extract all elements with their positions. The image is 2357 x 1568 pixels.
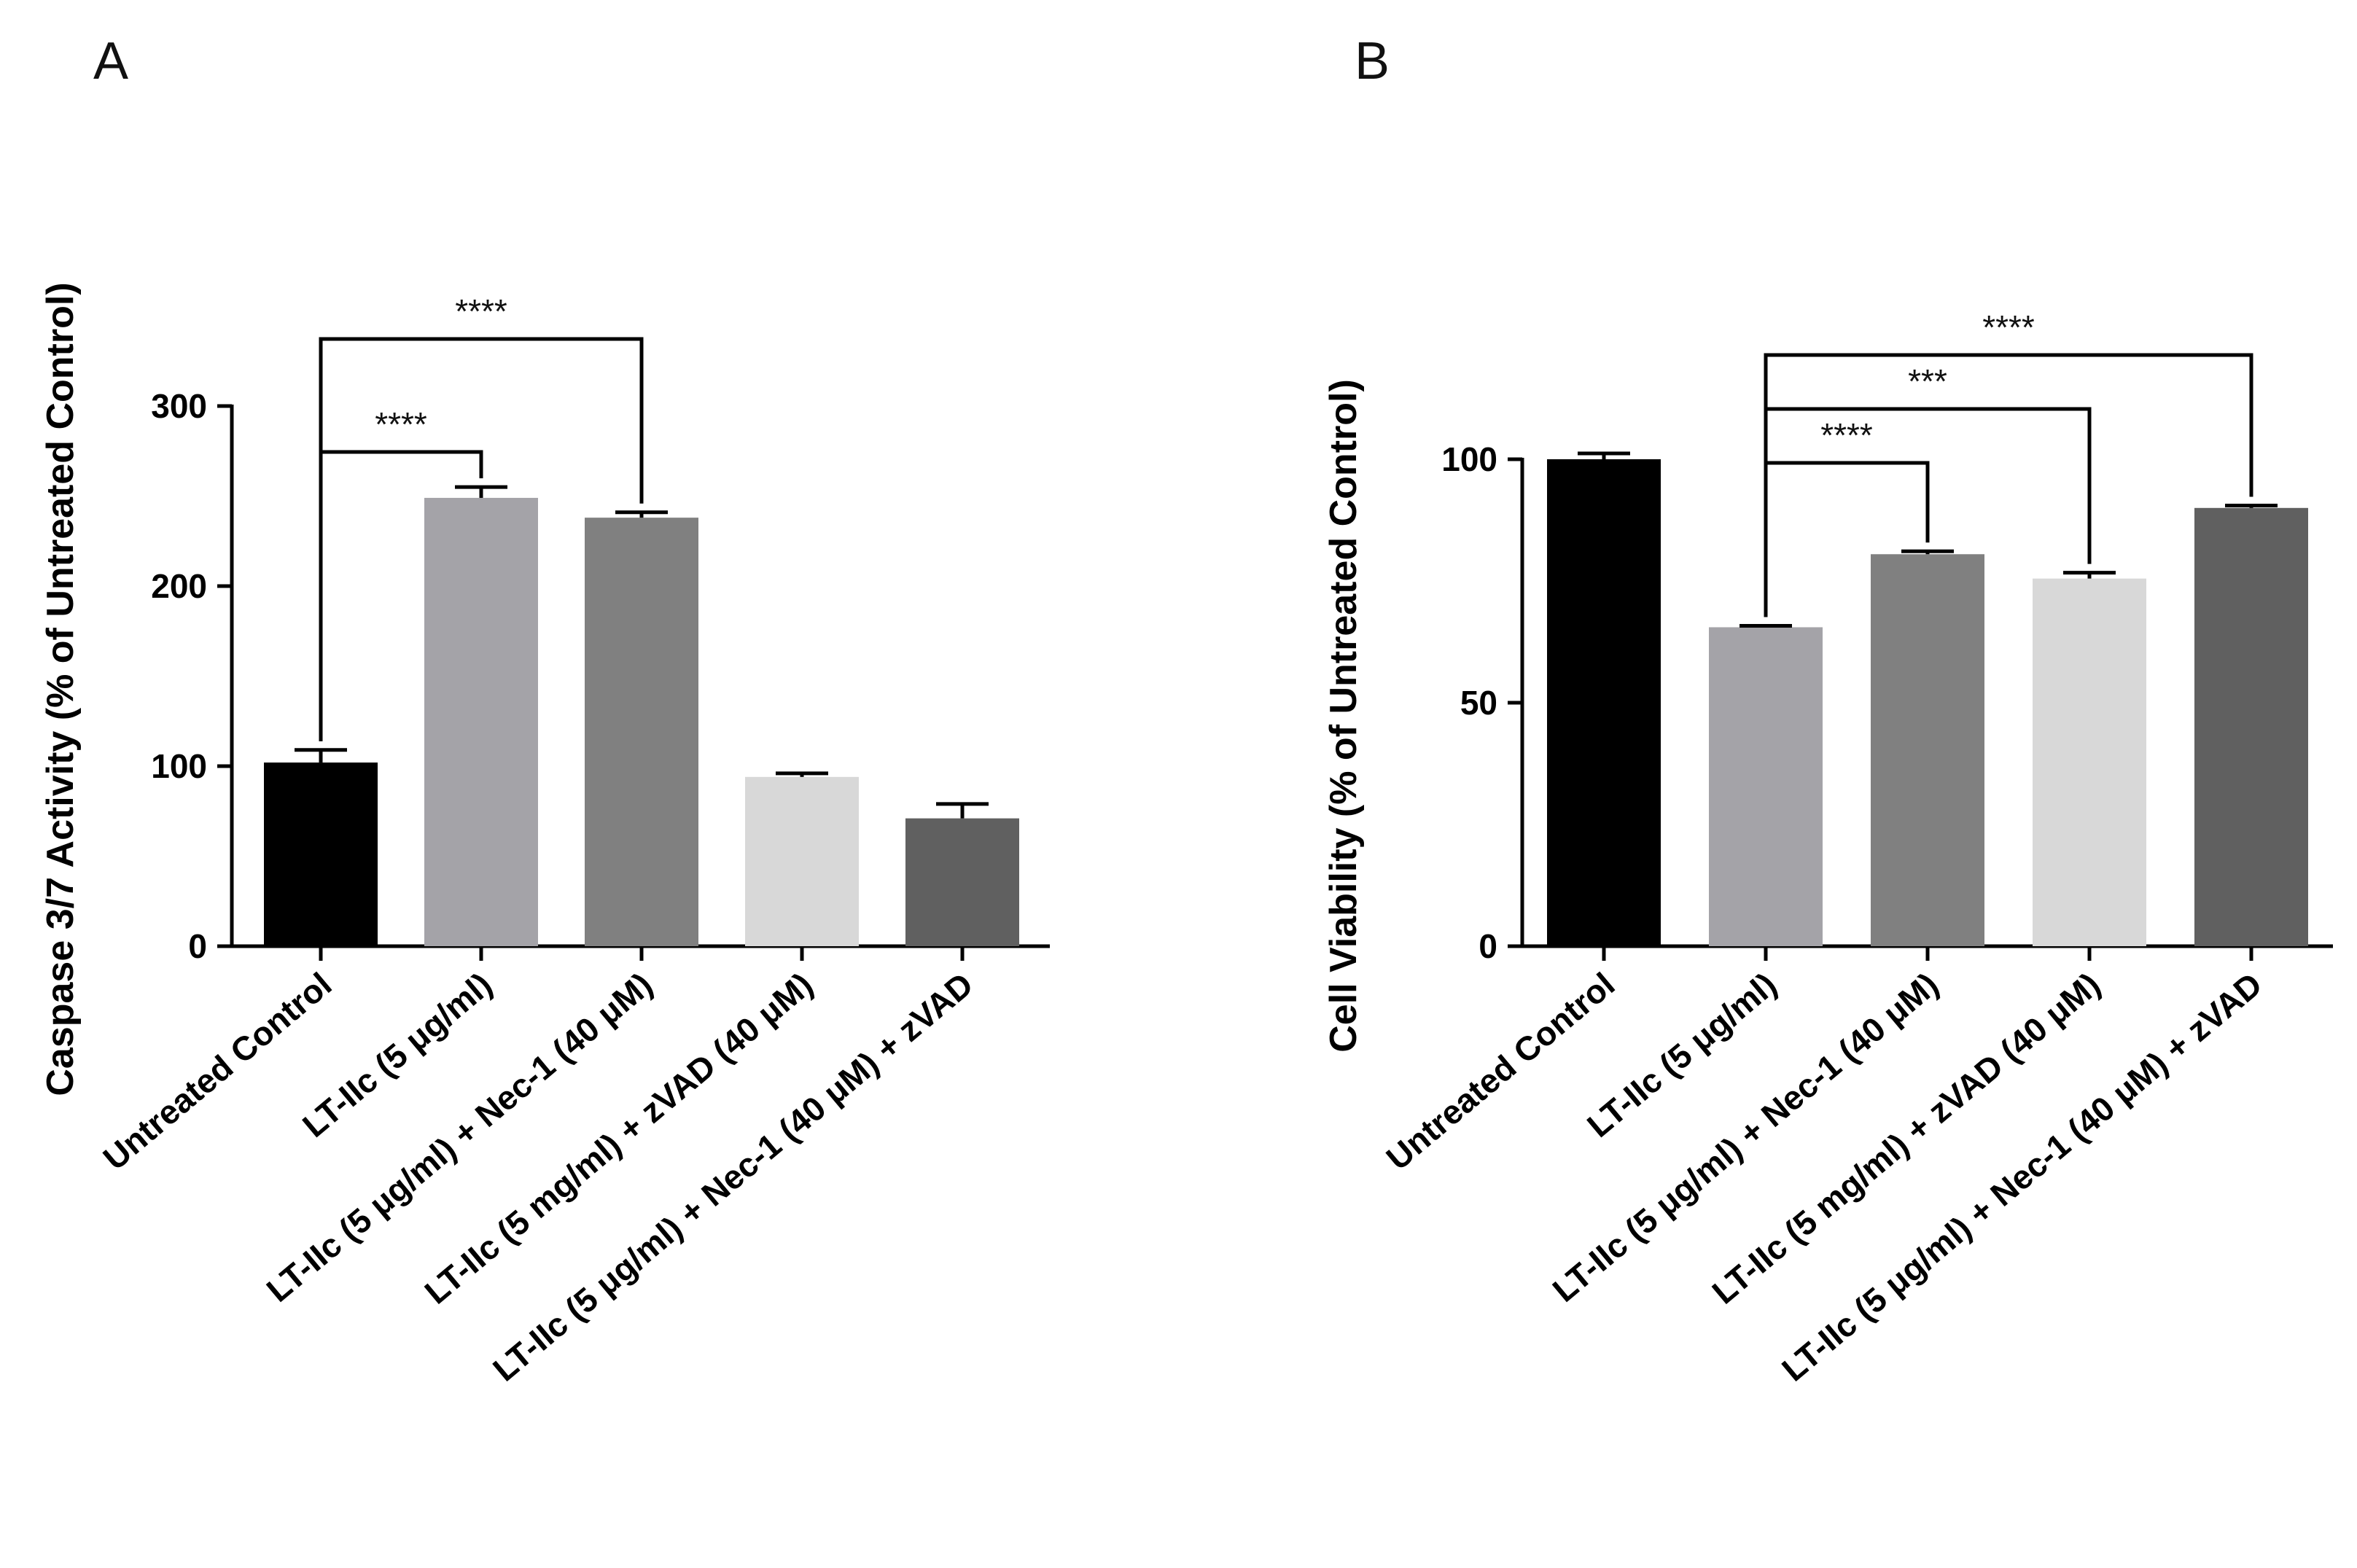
- y-tick-label: 100: [1441, 440, 1497, 478]
- bar: [1871, 554, 1984, 946]
- y-tick-label: 200: [151, 567, 207, 605]
- y-tick-label: 50: [1460, 684, 1497, 722]
- bar: [2194, 507, 2308, 946]
- significance-label: ****: [375, 405, 427, 443]
- chart-panel-a: A 0 100 200 300 Caspase 3/7 Activity (% of Un…: [39, 32, 1050, 1389]
- bar: [905, 818, 1019, 946]
- significance-label: ****: [1820, 416, 1873, 454]
- significance-label: ***: [1908, 362, 1947, 400]
- x-tick-label: Untreated Control: [96, 965, 338, 1177]
- bar: [424, 497, 538, 946]
- panel-letter: A: [93, 32, 128, 90]
- bar: [585, 518, 698, 946]
- significance-bracket: [319, 337, 644, 741]
- bar: [1547, 459, 1661, 946]
- y-axis-title: Cell Viability (% of Untreated Control): [1322, 379, 1365, 1053]
- chart-panel-b: B 0 50 100 Cell Viability (% of Untreated Co…: [1322, 32, 2333, 1389]
- significance-label: ****: [455, 292, 507, 330]
- panel-letter: B: [1355, 32, 1390, 90]
- y-tick-label: 300: [151, 387, 207, 425]
- x-tick-label: Untreated Control: [1379, 965, 1621, 1177]
- significance-label: ****: [1982, 308, 2035, 346]
- y-tick-label: 100: [151, 747, 207, 785]
- bar: [745, 776, 859, 946]
- y-tick-label: 0: [188, 927, 207, 965]
- bar: [1709, 627, 1823, 946]
- significance-bracket: [1764, 353, 2253, 617]
- y-tick-label: 0: [1479, 927, 1497, 965]
- bar: [2033, 578, 2146, 946]
- bar: [264, 762, 378, 946]
- y-axis-title: Caspase 3/7 Activity (% of Untreated Con…: [39, 282, 82, 1096]
